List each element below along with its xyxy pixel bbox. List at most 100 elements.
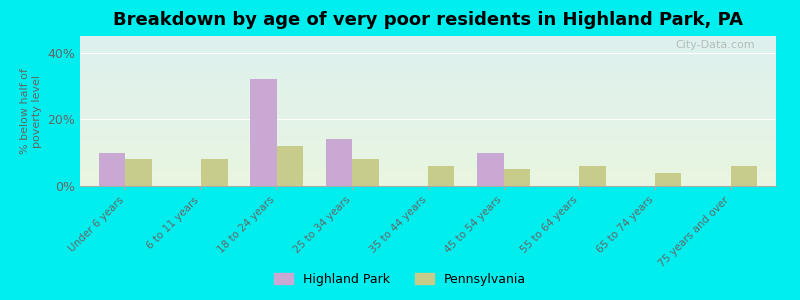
Bar	[201, 159, 227, 186]
Bar	[80, 158, 776, 159]
Bar	[80, 164, 776, 165]
Bar	[277, 146, 303, 186]
Bar	[80, 147, 776, 148]
Bar	[80, 135, 776, 136]
Bar	[80, 102, 776, 104]
Bar	[80, 38, 776, 39]
Bar	[80, 87, 776, 88]
Bar	[80, 156, 776, 158]
Bar	[80, 68, 776, 69]
Bar	[80, 40, 776, 42]
Bar	[80, 108, 776, 110]
Bar	[80, 120, 776, 122]
Bar	[579, 166, 606, 186]
Bar	[80, 165, 776, 166]
Bar	[655, 173, 682, 186]
Text: City-Data.com: City-Data.com	[675, 40, 755, 50]
Bar	[80, 144, 776, 146]
Bar	[80, 54, 776, 56]
Bar	[80, 74, 776, 75]
Bar	[80, 142, 776, 144]
Bar	[80, 118, 776, 120]
Bar	[80, 126, 776, 128]
Bar	[80, 42, 776, 44]
Title: Breakdown by age of very poor residents in Highland Park, PA: Breakdown by age of very poor residents …	[113, 11, 743, 29]
Bar	[80, 76, 776, 78]
Bar	[80, 63, 776, 64]
Bar	[80, 123, 776, 124]
Bar	[80, 116, 776, 117]
Bar	[80, 46, 776, 48]
Bar	[80, 162, 776, 164]
Bar	[99, 153, 126, 186]
Bar	[80, 99, 776, 100]
Bar	[80, 66, 776, 68]
Bar	[80, 112, 776, 114]
Bar	[80, 70, 776, 72]
Bar	[80, 110, 776, 111]
Bar	[80, 124, 776, 126]
Bar	[80, 172, 776, 174]
Bar	[326, 139, 352, 186]
Bar	[80, 114, 776, 116]
Bar	[80, 134, 776, 135]
Bar	[80, 92, 776, 93]
Bar	[80, 84, 776, 86]
Bar	[80, 45, 776, 46]
Bar	[80, 100, 776, 102]
Bar	[80, 96, 776, 98]
Bar	[80, 93, 776, 94]
Bar	[80, 94, 776, 96]
Bar	[80, 146, 776, 147]
Bar	[80, 153, 776, 154]
Y-axis label: % below half of
poverty level: % below half of poverty level	[20, 68, 42, 154]
Bar	[80, 178, 776, 180]
Bar	[80, 106, 776, 108]
Bar	[80, 140, 776, 141]
Bar	[80, 64, 776, 66]
Bar	[80, 75, 776, 76]
Bar	[80, 176, 776, 177]
Bar	[80, 105, 776, 106]
Bar	[80, 58, 776, 60]
Bar	[80, 51, 776, 52]
Bar	[80, 98, 776, 99]
Bar	[80, 150, 776, 152]
Bar	[80, 171, 776, 172]
Bar	[80, 57, 776, 58]
Bar	[80, 132, 776, 134]
Bar	[80, 128, 776, 129]
Bar	[80, 85, 776, 87]
Bar	[80, 111, 776, 112]
Bar	[80, 56, 776, 57]
Bar	[80, 154, 776, 156]
Bar	[80, 50, 776, 51]
Bar	[80, 78, 776, 80]
Bar	[80, 80, 776, 81]
Bar	[80, 177, 776, 178]
Bar	[80, 169, 776, 171]
Bar	[80, 60, 776, 61]
Bar	[80, 184, 776, 186]
Bar	[80, 117, 776, 118]
Bar	[80, 160, 776, 162]
Bar	[80, 90, 776, 92]
Legend: Highland Park, Pennsylvania: Highland Park, Pennsylvania	[269, 268, 531, 291]
Bar	[80, 44, 776, 45]
Bar	[80, 39, 776, 40]
Bar	[80, 48, 776, 50]
Bar	[477, 153, 504, 186]
Bar	[80, 36, 776, 38]
Bar	[80, 72, 776, 74]
Bar	[80, 138, 776, 140]
Bar	[80, 88, 776, 90]
Bar	[80, 148, 776, 150]
Bar	[80, 82, 776, 84]
Bar	[80, 141, 776, 142]
Bar	[80, 152, 776, 153]
Bar	[80, 81, 776, 82]
Bar	[80, 61, 776, 63]
Bar	[80, 122, 776, 123]
Bar	[80, 103, 776, 105]
Bar	[80, 159, 776, 160]
